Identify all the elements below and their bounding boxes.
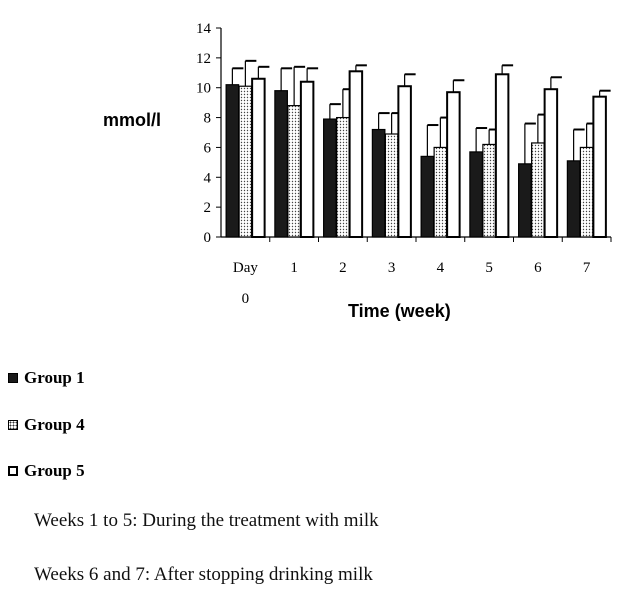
x-tick-label: 1	[290, 260, 298, 276]
x-tick-label: 7	[583, 260, 591, 276]
bar-group-5	[494, 73, 510, 239]
x-axis-label: Time (week)	[348, 301, 451, 321]
group4-swatch-icon	[8, 420, 18, 430]
bar-group-4	[287, 105, 301, 238]
y-tick-label: 4	[204, 170, 212, 186]
bar-group-4	[482, 143, 496, 238]
y-tick-label: 8	[204, 111, 212, 127]
bar-group-4	[531, 142, 545, 238]
y-tick-label: 6	[204, 140, 212, 156]
y-axis-label: mmol/l	[103, 110, 161, 130]
x-tick-label: 6	[534, 260, 542, 276]
bar-group-5	[592, 95, 607, 238]
legend-item-group4: Group 4	[8, 415, 85, 435]
legend-label-group5: Group 5	[24, 461, 85, 480]
bar-group-4	[336, 116, 350, 238]
bar-group-1	[323, 118, 337, 238]
x-tick-label: 0	[242, 291, 250, 307]
group5-swatch-icon	[8, 466, 18, 476]
x-tick-label: 2	[339, 260, 347, 276]
y-tick-label: 2	[204, 200, 212, 216]
bar-group-1	[371, 128, 386, 238]
y-tick-label: 12	[196, 51, 211, 67]
bar-group-4	[579, 146, 594, 238]
x-tick-label: 4	[437, 260, 445, 276]
group1-swatch-icon	[8, 373, 18, 383]
bar-group-1	[274, 90, 288, 238]
bar-group-5	[397, 85, 412, 238]
bar-group-4	[433, 146, 448, 238]
bar-group-4	[238, 85, 253, 238]
y-tick-label: 0	[204, 230, 212, 246]
bar-group-1	[518, 163, 532, 238]
bar-group-1	[420, 155, 435, 238]
legend-label-group1: Group 1	[24, 368, 85, 387]
bar-group-5	[348, 70, 364, 238]
bar-group-5	[251, 77, 266, 238]
bar-group-5	[543, 88, 559, 239]
bar-group-1	[225, 84, 240, 238]
y-tick-label: 14	[196, 21, 212, 37]
y-tick-label: 10	[196, 81, 211, 97]
legend-label-group4: Group 4	[24, 415, 85, 434]
legend-item-group5: Group 5	[8, 461, 85, 481]
x-tick-label: 5	[485, 260, 493, 276]
x-tick-label: Day	[233, 260, 258, 276]
bar-group-5	[299, 80, 315, 238]
bar-group-1	[469, 151, 483, 238]
legend-item-group1: Group 1	[8, 368, 85, 388]
bar-group-4	[384, 133, 399, 238]
bar-group-5	[446, 91, 461, 238]
note-treatment-period: Weeks 1 to 5: During the treatment with …	[34, 510, 379, 531]
x-tick-label: 3	[388, 260, 396, 276]
bar-group-1	[566, 160, 581, 238]
note-after-period: Weeks 6 and 7: After stopping drinking m…	[34, 564, 373, 585]
